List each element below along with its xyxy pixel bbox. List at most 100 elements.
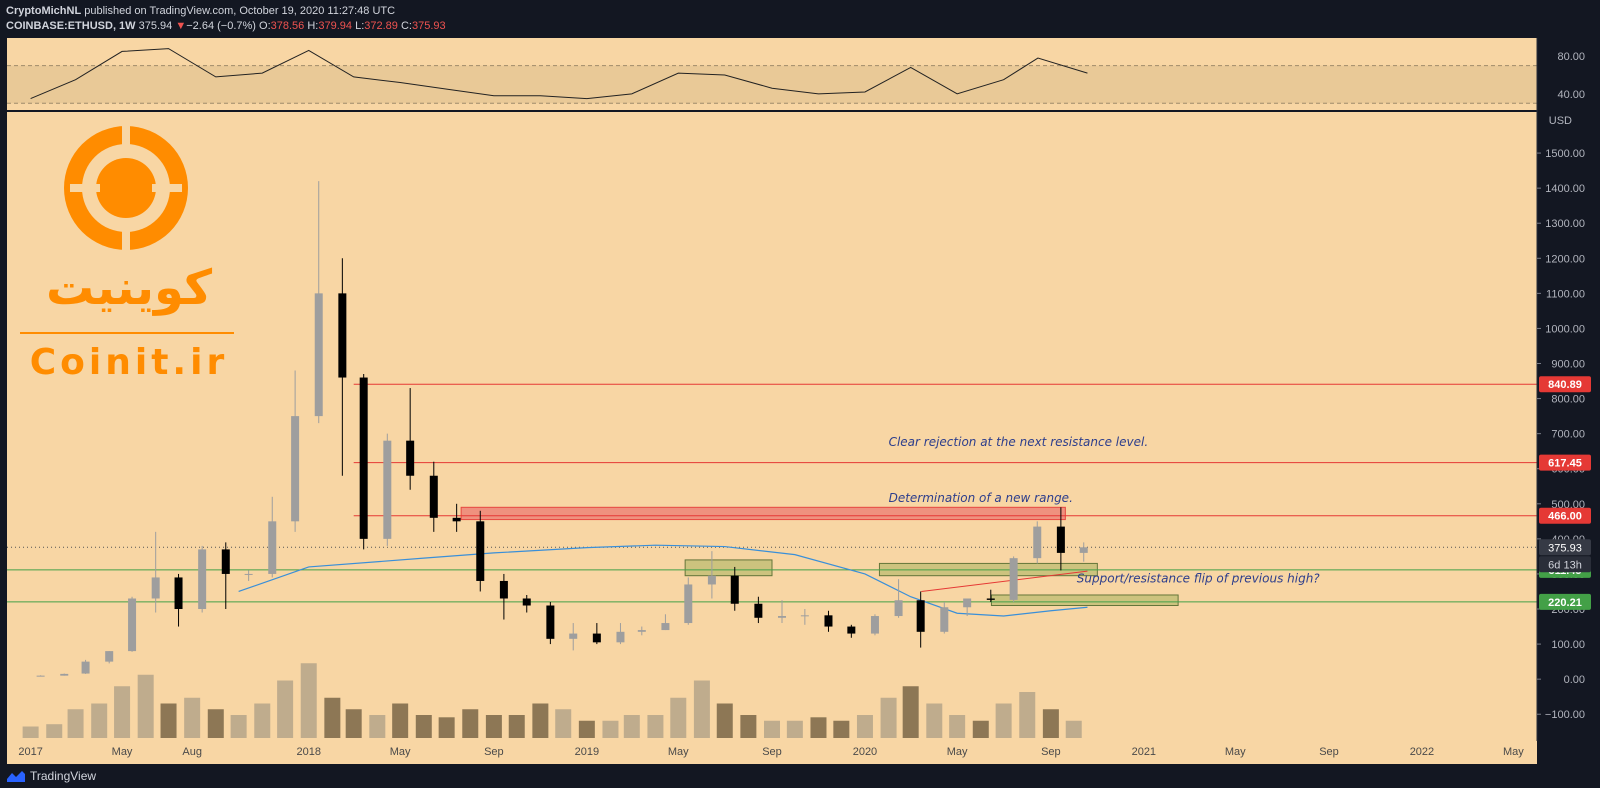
candle-down[interactable] bbox=[1056, 526, 1065, 553]
candle-down[interactable] bbox=[429, 475, 438, 518]
candle-down[interactable] bbox=[452, 517, 461, 522]
candle-down[interactable] bbox=[499, 580, 508, 599]
candle-down[interactable] bbox=[359, 377, 368, 539]
time-tick-label: 2019 bbox=[575, 746, 599, 758]
candle-up[interactable] bbox=[940, 607, 949, 632]
candle-down[interactable] bbox=[174, 577, 183, 610]
candle-down[interactable] bbox=[522, 598, 531, 606]
volume-bar bbox=[345, 709, 362, 738]
candle-down[interactable] bbox=[406, 440, 415, 476]
candle-down[interactable] bbox=[476, 521, 485, 581]
price-tick-label: 1000.00 bbox=[1545, 323, 1585, 335]
time-tick-label: 2017 bbox=[18, 746, 42, 758]
watermark-site: Coinit.ir bbox=[29, 342, 229, 383]
level-price-tag-text: 220.21 bbox=[1548, 597, 1582, 609]
chart-canvas[interactable]: 80.00 40.00 Clear rejection at the next r… bbox=[0, 38, 1600, 764]
rsi-line[interactable] bbox=[30, 48, 1088, 100]
chart-header: CryptoMichNL published on TradingView.co… bbox=[0, 0, 1600, 38]
price-tick-label: 1200.00 bbox=[1545, 253, 1585, 265]
time-tick-label: 2022 bbox=[1410, 746, 1434, 758]
candle-up[interactable] bbox=[1033, 526, 1042, 559]
volume-bar bbox=[902, 686, 919, 738]
volume-bar bbox=[1019, 692, 1036, 738]
candle-up[interactable] bbox=[616, 631, 625, 643]
candle-down[interactable] bbox=[916, 600, 925, 632]
candle-up[interactable] bbox=[661, 623, 670, 631]
horizontal-levels[interactable] bbox=[7, 383, 1537, 603]
candle-up[interactable] bbox=[60, 673, 69, 676]
tradingview-logo-icon[interactable] bbox=[6, 769, 26, 783]
volume-bar bbox=[972, 720, 989, 738]
volume-bar bbox=[254, 703, 271, 738]
candle-up[interactable] bbox=[105, 651, 114, 662]
candle-down[interactable] bbox=[730, 575, 739, 604]
volume-bar bbox=[740, 715, 757, 738]
candle-down[interactable] bbox=[592, 633, 601, 643]
support-zone[interactable] bbox=[684, 559, 773, 577]
candle-down[interactable] bbox=[338, 293, 347, 378]
candle-up[interactable] bbox=[963, 598, 972, 608]
time-tick-label: May bbox=[112, 746, 133, 758]
candle-up[interactable] bbox=[151, 577, 160, 599]
candle-up[interactable] bbox=[870, 616, 879, 634]
zones-layer[interactable] bbox=[460, 506, 1179, 607]
candle-up[interactable] bbox=[383, 440, 392, 539]
publish-date: published on TradingView.com, October 19… bbox=[84, 5, 396, 17]
rsi-tick-label: 80.00 bbox=[1557, 51, 1585, 63]
level-price-tag-text: 466.00 bbox=[1548, 511, 1582, 523]
level-price-tag-text: 617.45 bbox=[1548, 458, 1582, 470]
resistance-zone[interactable] bbox=[460, 506, 1066, 521]
rsi-band bbox=[7, 65, 1537, 104]
author-name[interactable]: CryptoMichNL bbox=[6, 5, 82, 17]
candle-up[interactable] bbox=[894, 600, 903, 617]
time-tick-label: Sep bbox=[1041, 746, 1061, 758]
candle-down[interactable] bbox=[221, 549, 230, 574]
rsi-pane[interactable]: 80.00 40.00 bbox=[7, 48, 1585, 104]
time-tick-label: Sep bbox=[484, 746, 504, 758]
time-tick-label: 2021 bbox=[1132, 746, 1156, 758]
candle-down[interactable] bbox=[546, 605, 555, 639]
candle-up[interactable] bbox=[81, 661, 90, 674]
high-label: H: bbox=[307, 20, 319, 32]
annotations-layer[interactable]: Clear rejection at the next resistance l… bbox=[889, 435, 1321, 586]
time-axis[interactable]: 2017 May Aug 2018 May Sep 2019 May Sep 2020 May Sep… bbox=[18, 746, 1524, 758]
volume-bar bbox=[230, 715, 247, 738]
level-price-tag bbox=[1539, 593, 1591, 610]
time-tick-label: May bbox=[390, 746, 411, 758]
candle-up[interactable] bbox=[268, 521, 277, 574]
candle-up[interactable] bbox=[198, 549, 207, 610]
candle-down[interactable] bbox=[824, 615, 833, 627]
candle-down[interactable] bbox=[847, 626, 856, 634]
trend-line[interactable] bbox=[921, 570, 1088, 592]
candle-up[interactable] bbox=[569, 633, 578, 639]
candle-up[interactable] bbox=[1079, 547, 1088, 553]
candle-up[interactable] bbox=[1009, 558, 1018, 600]
tradingview-brand[interactable]: TradingView bbox=[30, 769, 97, 783]
candle-up[interactable] bbox=[128, 598, 137, 652]
candle-up[interactable] bbox=[778, 616, 786, 618]
volume-bar bbox=[670, 697, 687, 738]
rsi-tick-label: 40.00 bbox=[1557, 89, 1585, 101]
candle-up[interactable] bbox=[637, 630, 646, 632]
support-zone[interactable] bbox=[990, 594, 1179, 607]
candle-up[interactable] bbox=[291, 416, 300, 522]
candle-up[interactable] bbox=[244, 573, 253, 575]
candle-down[interactable] bbox=[754, 603, 763, 618]
price-tick-label: 0.00 bbox=[1564, 674, 1585, 686]
time-tick-label: 2020 bbox=[853, 746, 877, 758]
candle-up[interactable] bbox=[684, 584, 693, 624]
candle-down[interactable] bbox=[986, 598, 995, 600]
candles-layer[interactable] bbox=[36, 181, 1088, 677]
open-value: 378.56 bbox=[270, 20, 305, 32]
candle-up[interactable] bbox=[800, 615, 809, 617]
candle-up[interactable] bbox=[707, 575, 716, 585]
volume-bar bbox=[485, 715, 502, 738]
volume-bar bbox=[880, 697, 897, 738]
volume-bar bbox=[555, 709, 572, 738]
candle-up[interactable] bbox=[314, 293, 323, 417]
price-tick-label: −100.00 bbox=[1545, 709, 1585, 721]
symbol-label[interactable]: COINBASE:ETHUSD, 1W bbox=[6, 20, 136, 32]
footer-bar: TradingView bbox=[0, 764, 1600, 788]
candle-up[interactable] bbox=[36, 675, 45, 677]
